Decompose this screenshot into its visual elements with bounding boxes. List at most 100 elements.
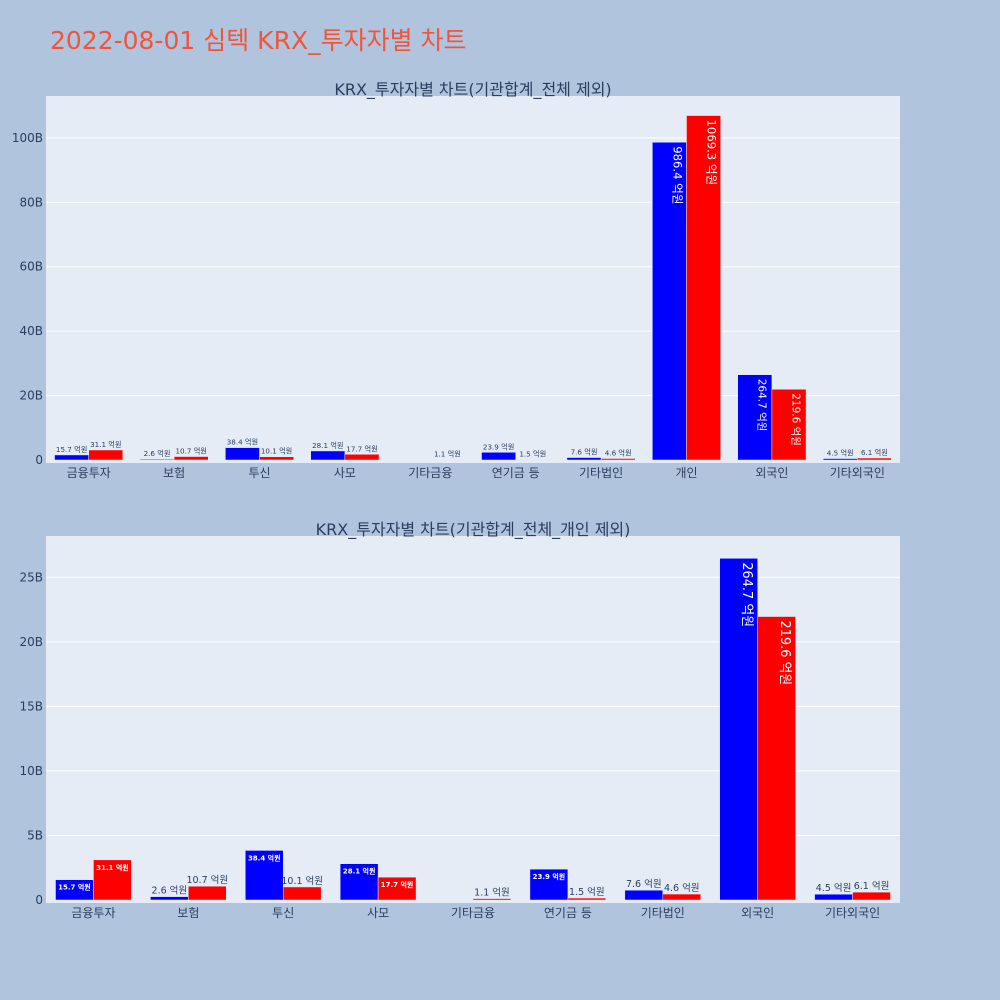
x-tick-label: 외국인 — [741, 906, 774, 920]
y-tick-label: 5B — [27, 828, 43, 842]
y-tick-label: 0 — [35, 893, 43, 907]
data-label: 10.1 억원 — [261, 447, 292, 456]
x-tick-label: 금융투자 — [71, 906, 115, 920]
y-tick-label: 40B — [19, 324, 43, 338]
x-tick-label: 금융투자 — [67, 466, 111, 480]
bar — [472, 898, 512, 901]
bar — [54, 454, 89, 461]
x-tick-label: 기타외국인 — [825, 906, 880, 920]
bar — [857, 457, 892, 461]
data-label: 38.4 억원 — [227, 438, 258, 447]
bar — [245, 850, 284, 901]
subplot-title: KRX_투자자별 차트(기관합계_전체 제외) — [334, 80, 611, 100]
data-label: 10.7 억원 — [186, 874, 228, 886]
bar — [771, 389, 807, 461]
x-tick-label: 기타외국인 — [830, 466, 885, 480]
x-tick-label: 기타금융 — [408, 466, 452, 480]
data-label: 23.9 억원 — [533, 872, 566, 881]
data-label: 264.7 억원 — [755, 379, 767, 432]
x-tick-label: 사모 — [334, 466, 356, 480]
subplot-title: KRX_투자자별 차트(기관합계_전체_개인 제외) — [316, 520, 631, 540]
bar — [344, 454, 380, 461]
data-label: 7.6 억원 — [571, 448, 598, 457]
data-label: 31.1 억원 — [96, 863, 129, 872]
data-label: 15.7 억원 — [56, 445, 87, 454]
x-tick-label: 기타법인 — [579, 466, 623, 480]
x-tick-label: 사모 — [367, 906, 389, 920]
data-label: 23.9 억원 — [483, 442, 514, 451]
data-label: 1.5 억원 — [569, 886, 605, 898]
data-label: 4.5 억원 — [827, 449, 854, 458]
x-tick-label: 투신 — [248, 466, 270, 480]
data-label: 4.5 억원 — [816, 882, 852, 894]
bar — [567, 897, 607, 901]
bar — [686, 115, 721, 461]
data-label: 15.7 억원 — [58, 883, 91, 892]
data-label: 219.6 억원 — [777, 621, 792, 686]
data-label: 1.1 억원 — [474, 887, 510, 899]
data-label: 28.1 억원 — [312, 441, 343, 450]
y-tick-label: 25B — [19, 570, 43, 584]
data-label: 6.1 억원 — [854, 880, 890, 892]
data-label: 264.7 억원 — [739, 562, 754, 627]
y-tick-label: 0 — [35, 453, 43, 467]
bar — [822, 458, 858, 461]
chart-panel-1: 0 20B 40B 60B 80B 100B KRX_투자자별 차트(기관합계_전체 제외)… — [12, 80, 900, 480]
x-tick-label: 투신 — [272, 906, 294, 920]
x-tick-label: 연기금 등 — [492, 466, 540, 480]
data-label: 4.6 억원 — [605, 449, 632, 458]
x-tick-label: 외국인 — [755, 466, 788, 480]
data-label: 1.1 억원 — [434, 450, 461, 459]
bar — [566, 457, 602, 461]
bar — [259, 456, 294, 461]
data-label: 17.7 억원 — [346, 444, 377, 453]
x-tick-label: 연기금 등 — [544, 906, 592, 920]
data-label: 10.1 억원 — [281, 875, 323, 887]
data-label: 17.7 억원 — [381, 880, 414, 889]
data-label: 28.1 억원 — [343, 867, 376, 876]
bar — [600, 458, 636, 461]
data-label: 1069.3 억원 — [705, 120, 719, 186]
y-tick-label: 10B — [19, 764, 43, 778]
y-tick-label: 20B — [19, 389, 43, 403]
y-tick-label: 100B — [12, 131, 43, 145]
data-label: 7.6 억원 — [626, 878, 662, 890]
bar — [852, 891, 891, 901]
bar — [188, 885, 227, 901]
bar — [624, 889, 664, 901]
data-label: 31.1 억원 — [90, 440, 121, 449]
bar — [339, 863, 379, 901]
bar — [481, 452, 516, 461]
x-tick-label: 기타금융 — [451, 906, 495, 920]
data-label: 38.4 억원 — [248, 853, 281, 862]
y-tick-label: 60B — [19, 260, 43, 274]
y-tick-label: 15B — [19, 699, 43, 713]
bar — [652, 142, 687, 461]
bar — [173, 456, 209, 461]
y-tick-label: 20B — [19, 635, 43, 649]
data-label: 1.5 억원 — [519, 450, 546, 459]
bar — [225, 447, 260, 461]
data-label: 4.6 억원 — [664, 882, 700, 894]
bar — [737, 374, 773, 461]
chart-panel-2: 0 5B 10B 15B 20B 25B KRX_투자자별 차트(기관합계_전체_개인 제외… — [19, 520, 900, 920]
y-tick-label: 80B — [19, 195, 43, 209]
bar — [529, 868, 569, 901]
bar — [377, 876, 417, 901]
bar — [139, 458, 175, 461]
bar — [757, 616, 796, 901]
data-label: 6.1 억원 — [861, 448, 888, 457]
x-tick-label: 기타법인 — [641, 906, 685, 920]
x-tick-label: 보험 — [163, 466, 185, 480]
bar — [814, 893, 853, 901]
bar — [282, 886, 322, 901]
data-label: 986.4 억원 — [670, 146, 684, 204]
data-label: 219.6 억원 — [790, 393, 802, 446]
bar — [93, 859, 132, 901]
data-label: 2.6 억원 — [144, 449, 171, 458]
x-tick-label: 개인 — [675, 466, 697, 480]
bar — [662, 893, 701, 901]
data-label: 2.6 억원 — [152, 885, 188, 897]
main-title: 2022-08-01 심텍 KRX_투자자별 차트 — [50, 26, 467, 55]
